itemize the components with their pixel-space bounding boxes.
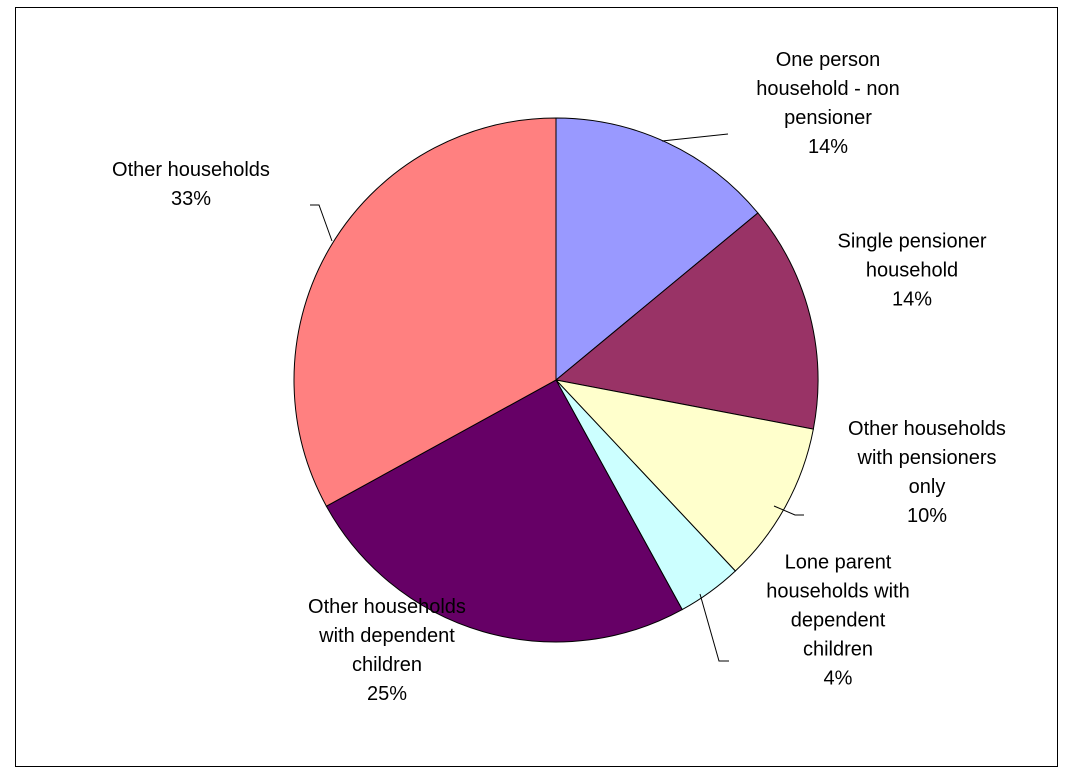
slice-category-label: Other households bbox=[308, 596, 466, 618]
slice-category-label: Single pensioner bbox=[838, 230, 987, 252]
slice-category-label: Lone parent bbox=[785, 551, 892, 573]
leader-lines-layer bbox=[310, 133, 804, 662]
leader-line-other-households bbox=[310, 204, 333, 242]
slice-percent-label: 14% bbox=[808, 136, 848, 158]
slice-percent-label: 33% bbox=[171, 188, 211, 210]
slice-category-label: dependent bbox=[791, 609, 886, 631]
data-label-other-households-with-dependent-children: Other households with dependent children 25… bbox=[308, 596, 466, 705]
slice-percent-label: 25% bbox=[367, 683, 407, 705]
slice-category-label: only bbox=[909, 476, 946, 498]
slice-category-label: with pensioners bbox=[857, 447, 997, 469]
slice-category-label: households with bbox=[766, 580, 909, 602]
pie-slice-other-households-with-pensioners-only bbox=[554, 379, 814, 572]
data-label-other-households: Other households 33% bbox=[112, 159, 270, 210]
data-label-lone-parent-households-with-dependent-children: Lone parent households with dependent child… bbox=[766, 551, 909, 689]
slice-category-label: with dependent bbox=[318, 625, 455, 647]
leader-line-lone-parent-households-with-dependent-children bbox=[699, 593, 729, 662]
pie-slice-other-households-with-dependent-children bbox=[325, 379, 683, 643]
slice-category-label: Other households bbox=[848, 418, 1006, 440]
slice-percent-label: 14% bbox=[892, 288, 932, 310]
slice-percent-label: 4% bbox=[824, 667, 853, 689]
pie-slice-other-households bbox=[293, 117, 557, 507]
pie-slice-single-pensioner-household bbox=[554, 212, 819, 430]
pie-slice-one-person-household-non-pensioner bbox=[555, 117, 759, 382]
leader-line-other-households-with-pensioners-only bbox=[773, 505, 804, 516]
chart-area: One person household - non pensioner 14% Sin… bbox=[15, 7, 1058, 767]
slice-category-label: household bbox=[866, 259, 958, 281]
slice-category-label: children bbox=[803, 638, 873, 660]
data-label-other-households-with-pensioners-only: Other households with pensioners only 10% bbox=[848, 418, 1006, 527]
slice-category-label: One person bbox=[776, 49, 881, 71]
slice-category-label: pensioner bbox=[784, 107, 872, 129]
data-label-single-pensioner-household: Single pensioner household 14% bbox=[838, 230, 987, 310]
slice-category-label: children bbox=[352, 654, 422, 676]
slice-percent-label: 10% bbox=[907, 505, 947, 527]
slices-layer bbox=[293, 117, 819, 643]
slice-category-label: Other households bbox=[112, 159, 270, 181]
data-label-one-person-household-non-pensioner: One person household - non pensioner 14% bbox=[756, 49, 899, 158]
leader-line-one-person-household-non-pensioner bbox=[661, 133, 729, 142]
slice-category-label: household - non bbox=[756, 78, 899, 100]
